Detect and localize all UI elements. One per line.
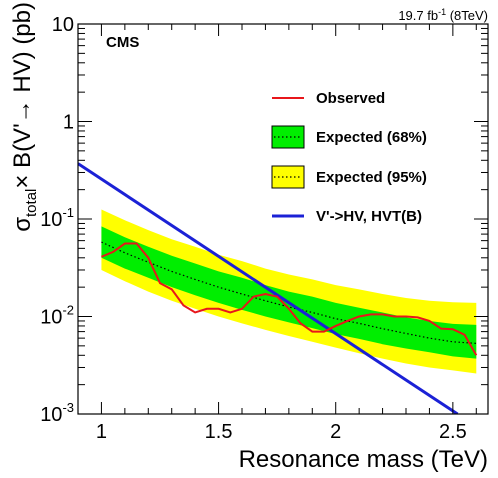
y-tick-exponent: -1 xyxy=(62,205,74,220)
legend: Observed Expected (68%) Expected (95%) V'->… xyxy=(271,90,427,225)
observed-line xyxy=(101,242,478,356)
y-axis-label: σtotal× B(V'→ HV) (pb) xyxy=(9,2,40,232)
y-tick-label: 10-1 xyxy=(40,205,74,231)
y-label-sigma: σ xyxy=(9,217,36,232)
y-label-sub: total xyxy=(23,189,40,217)
legend-entry: Expected (95%) xyxy=(271,165,427,189)
y-tick-label: 1 xyxy=(63,112,74,134)
lumi-exponent: -1 xyxy=(438,7,446,17)
x-tick-label: 1.5 xyxy=(205,421,233,443)
legend-label: Expected (95%) xyxy=(316,169,427,186)
legend-band-swatch xyxy=(271,125,305,149)
y-tick-base: 10 xyxy=(40,404,62,426)
y-tick-base: 10 xyxy=(40,209,62,231)
expected-bands xyxy=(101,209,477,374)
y-label-rest: × B(V'→ HV) (pb) xyxy=(9,2,36,189)
y-tick-label: 10-2 xyxy=(40,303,74,329)
legend-label: Observed xyxy=(316,90,385,107)
x-tick-label: 2.5 xyxy=(439,421,467,443)
y-tick-exponent: -2 xyxy=(62,303,74,318)
y-tick-label: 10-3 xyxy=(40,400,74,426)
theory-line xyxy=(78,162,459,414)
legend-label: V'->HV, HVT(B) xyxy=(316,208,422,225)
band-68 xyxy=(101,226,477,359)
lumi-energy: (8TeV) xyxy=(446,8,488,23)
cms-label: CMS xyxy=(106,34,139,51)
legend-label: Expected (68%) xyxy=(316,129,427,146)
chart-lines xyxy=(78,162,478,414)
x-tick-label: 1 xyxy=(96,421,107,443)
luminosity-label: 19.7 fb-1 (8TeV) xyxy=(398,7,488,23)
axis-ticks xyxy=(78,24,488,415)
y-tick-base: 10 xyxy=(40,307,62,329)
y-tick-exponent: -3 xyxy=(62,400,74,415)
legend-band-swatch xyxy=(271,165,305,189)
x-axis-label: Resonance mass (TeV) xyxy=(239,446,488,473)
lumi-base: 19.7 fb xyxy=(398,8,438,23)
y-tick-label: 10 xyxy=(52,14,74,36)
x-tick-label: 2 xyxy=(330,421,341,443)
legend-entry: Expected (68%) xyxy=(271,125,427,149)
legend-entry: V'->HV, HVT(B) xyxy=(272,208,422,225)
legend-entry: Observed xyxy=(272,90,385,107)
